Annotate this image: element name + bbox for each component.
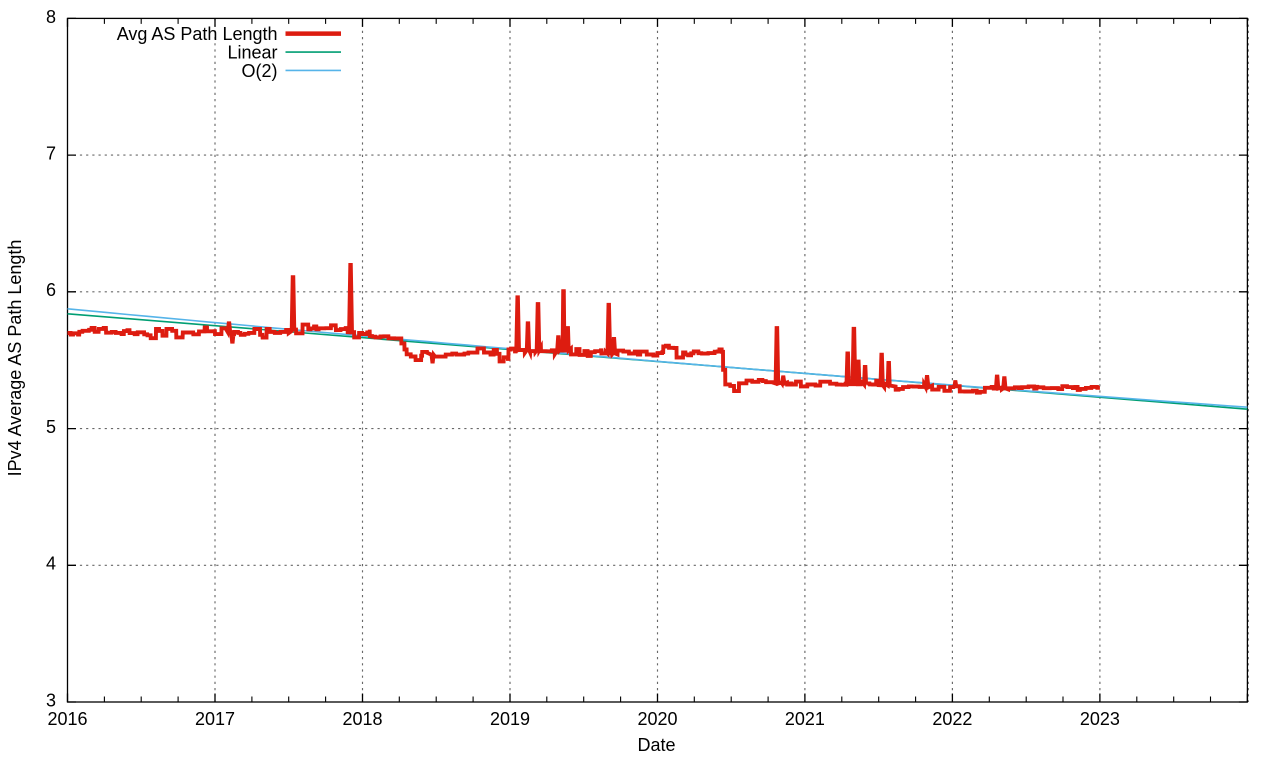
svg-text:2021: 2021: [785, 709, 825, 729]
svg-text:2023: 2023: [1080, 709, 1120, 729]
svg-text:2022: 2022: [932, 709, 972, 729]
svg-text:2018: 2018: [342, 709, 382, 729]
svg-text:3: 3: [46, 690, 56, 710]
svg-text:Avg AS Path Length: Avg AS Path Length: [117, 24, 278, 44]
svg-text:IPv4 Average AS Path Length: IPv4 Average AS Path Length: [5, 240, 25, 477]
svg-text:2020: 2020: [637, 709, 677, 729]
svg-text:Date: Date: [637, 735, 675, 755]
svg-text:2017: 2017: [195, 709, 235, 729]
svg-text:2019: 2019: [490, 709, 530, 729]
svg-text:6: 6: [46, 280, 56, 300]
svg-text:4: 4: [46, 554, 56, 574]
svg-text:2016: 2016: [47, 709, 87, 729]
svg-text:7: 7: [46, 144, 56, 164]
svg-text:Linear: Linear: [227, 43, 277, 63]
svg-text:5: 5: [46, 417, 56, 437]
svg-text:8: 8: [46, 7, 56, 27]
svg-text:O(2): O(2): [242, 61, 278, 81]
